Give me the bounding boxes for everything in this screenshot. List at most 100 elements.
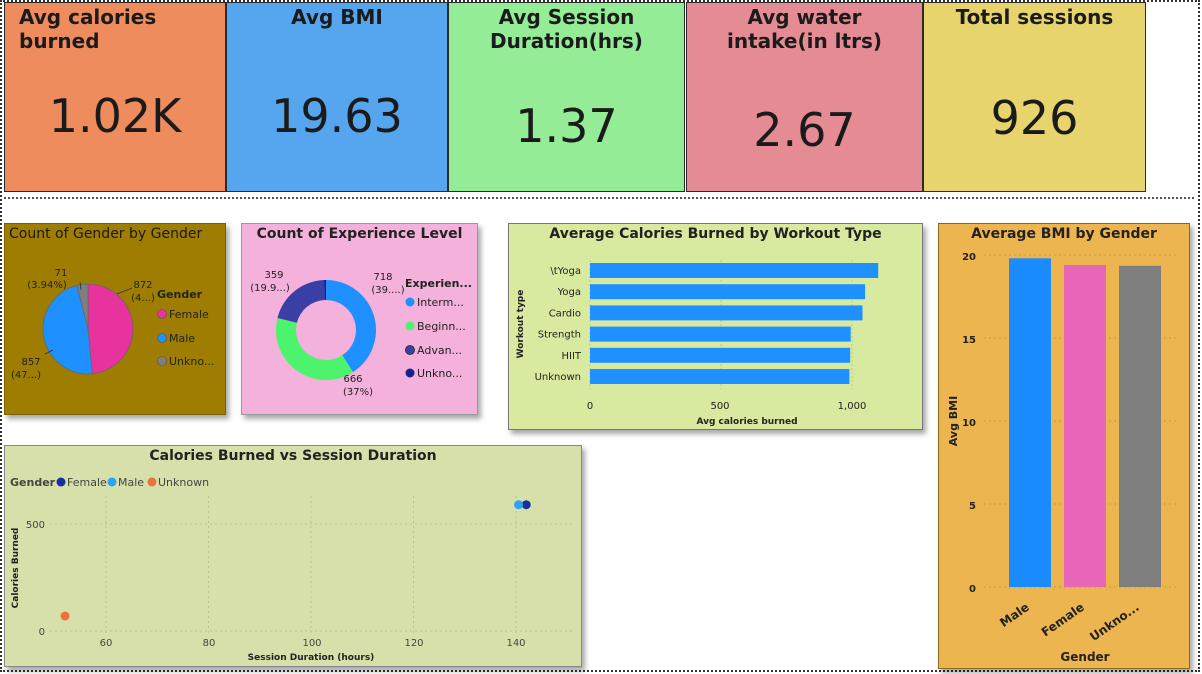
legend-label-male[interactable]: Male [118,476,144,489]
y-tick-label: 5 [969,501,976,512]
chart-title: Count of Experience Level [256,226,463,242]
legend-label-male[interactable]: Male [169,332,195,345]
male-pct-label: (47...) [11,370,41,381]
y-tick-label: 0 [969,584,976,595]
category-label: \tYoga [550,266,581,277]
kpi-avg-calories[interactable]: Avg calories burned 1.02K [4,2,226,192]
advanced-count-label: 359 [264,270,283,281]
category-label: Strength [538,330,581,341]
legend-label-unknown[interactable]: Unkno... [169,355,214,368]
kpi-avg-session-duration[interactable]: Avg Session Duration(hrs) 1.37 [448,2,685,192]
x-tick-label: 80 [203,638,216,649]
unknown-pct-label: (3.94%) [27,280,67,291]
kpi-title: Total sessions [955,5,1114,29]
x-tick-label: 100 [302,638,321,649]
donut-slice-advanced[interactable] [277,280,325,323]
pie-slice-unknown[interactable] [76,283,89,330]
bar[interactable] [590,326,851,342]
legend-marker-male [157,333,167,343]
bar[interactable] [590,263,879,278]
legend-label-unknown[interactable]: Unkno... [417,367,462,380]
male-count-label: 857 [21,357,40,368]
y-axis-label: Workout type [516,290,526,359]
gender-pie-panel[interactable]: Count of Gender by Gender 71 (3.94%) 872… [4,223,226,415]
y-tick-label: 0 [39,627,45,638]
kpi-avg-bmi[interactable]: Avg BMI 19.63 [226,2,448,192]
legend-label-female[interactable]: Female [67,476,107,489]
bar[interactable] [590,369,850,384]
donut-slice-unknown[interactable] [323,280,326,301]
y-axis-label: Calories Burned [11,528,21,609]
female-pct-label: (4...) [131,293,155,304]
female-count-label: 872 [133,280,152,291]
bmi-bar-chart: 20 15 10 5 0 Avg BMI Male Female Unkno..… [947,252,1179,664]
bmi-bar-panel[interactable]: Average BMI by Gender 20 15 10 5 0 Avg B… [938,223,1190,669]
legend-label-beginner[interactable]: Beginn... [417,320,466,333]
legend-marker-unknown [157,356,167,366]
y-tick-label: 500 [26,520,45,531]
bar[interactable] [1064,264,1106,587]
beginner-pct-label: (37%) [343,387,373,398]
leader-line [116,287,133,295]
x-tick-label: 60 [100,638,113,649]
kpi-title: Avg BMI [291,5,383,29]
workout-bar-panel[interactable]: Average Calories Burned by Workout Type … [508,223,923,430]
scatter-panel[interactable]: Calories Burned vs Session Duration Gend… [4,445,582,667]
legend-title: Experien... [405,277,472,290]
advanced-pct-label: (19.9...) [250,283,290,294]
beginner-count-label: 666 [343,374,362,385]
bar[interactable] [590,284,866,300]
y-tick-label: 10 [962,418,976,429]
section-divider [4,197,1194,199]
chart-title: Average BMI by Gender [971,226,1157,242]
workout-bar-chart: \tYoga Yoga Cardio Strength HIIT Unknown 0 50… [516,260,879,427]
category-label: HIIT [561,351,581,362]
scatter-point-unknown[interactable] [60,611,70,621]
bar[interactable] [1009,258,1051,587]
x-tick-label: 120 [404,638,423,649]
kpi-title: Avg Session Duration(hrs) [490,5,643,53]
x-tick-label: 0 [587,401,593,412]
bar[interactable] [590,305,863,321]
leader-line [79,281,82,291]
gender-pie-chart: 71 (3.94%) 872 (4...) 857 (47...) Gender… [11,268,214,381]
legend-label-advanced[interactable]: Advan... [417,344,462,357]
kpi-value: 19.63 [271,89,403,143]
scatter-chart: Gender Female Male Unknown 500 0 60 80 1… [10,476,575,663]
legend-marker-intermediate [405,297,415,307]
leader-line [44,349,54,355]
x-tick-label: 1,000 [838,401,867,412]
legend-label-unknown[interactable]: Unknown [158,476,209,489]
x-tick-label-male: Male [997,600,1031,630]
legend-marker-unknown [147,477,157,487]
donut-slice-intermediate[interactable] [326,280,376,373]
bar[interactable] [1119,265,1161,587]
legend-label-intermediate[interactable]: Interm... [417,296,464,309]
donut-slice-beginner[interactable] [276,317,354,380]
x-axis-label: Gender [1060,650,1109,664]
scatter-point-male[interactable] [514,500,524,510]
legend-marker-male [107,477,117,487]
kpi-value: 2.67 [753,103,856,157]
x-axis-label: Session Duration (hours) [248,653,375,663]
kpi-title: Avg calories burned [19,5,157,53]
y-axis-label: Avg BMI [947,396,960,446]
experience-donut-panel[interactable]: Count of Experience Level 359 (19.9...) … [241,223,478,415]
x-axis-label: Avg calories burned [696,417,797,427]
scatter-point-female[interactable] [521,500,531,510]
kpi-total-sessions[interactable]: Total sessions 926 [923,2,1146,192]
pie-slice-male[interactable] [42,284,93,375]
y-tick-label: 20 [962,252,976,263]
chart-title: Calories Burned vs Session Duration [149,448,437,464]
y-tick-label: 15 [962,335,976,346]
intermediate-pct-label: (39....) [371,285,404,296]
bar[interactable] [590,347,851,363]
legend-label-female[interactable]: Female [169,308,209,321]
pie-slice-female[interactable] [87,283,134,375]
chart-title: Average Calories Burned by Workout Type [549,226,882,242]
kpi-avg-water-intake[interactable]: Avg water intake(in ltrs) 2.67 [686,2,923,192]
category-label: Yoga [557,287,581,298]
legend-marker-advanced [405,345,415,355]
kpi-title: Avg water intake(in ltrs) [727,5,882,53]
